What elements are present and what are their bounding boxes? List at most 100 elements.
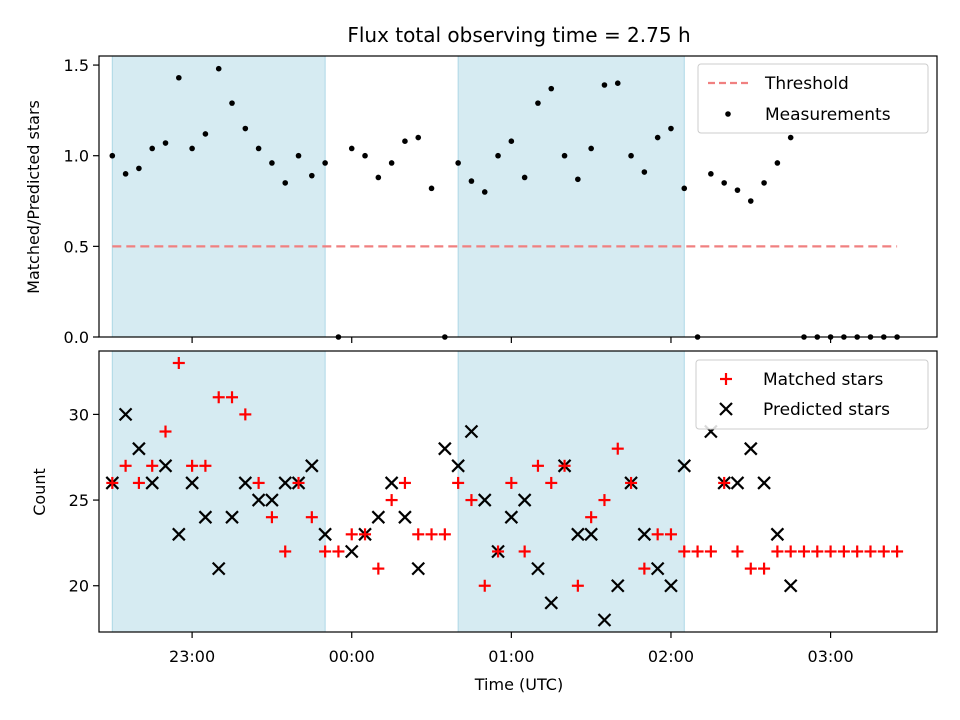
measurement-point	[242, 125, 249, 132]
predicted-star-point	[318, 527, 332, 542]
x-tick-label: 00:00	[329, 647, 375, 666]
predicted-marker-stroke	[783, 578, 798, 593]
measurement-point	[628, 152, 634, 159]
matched-star-point	[146, 459, 159, 472]
predicted-marker-stroke	[145, 476, 159, 490]
bottom-y-tick-label: 20	[69, 577, 89, 596]
predicted-star-point	[730, 476, 745, 490]
measurement-point	[362, 152, 368, 159]
matched-star-point	[319, 545, 332, 558]
predicted-star-point	[172, 527, 186, 542]
matched-star-point	[598, 494, 611, 507]
predicted-star-point	[677, 459, 692, 473]
predicted-marker-stroke	[198, 510, 213, 524]
predicted-star-point	[198, 510, 213, 524]
predicted-marker-stroke	[318, 527, 332, 542]
bottom-x-axis: 23:00 00:00 01:00 02:00 03:00	[169, 632, 854, 666]
measurement-point	[575, 176, 581, 183]
matched-star-point	[837, 545, 850, 558]
top-legend: Threshold Measurements	[697, 63, 929, 134]
predicted-star-point	[584, 527, 598, 542]
predicted-marker-stroke	[118, 407, 133, 422]
predicted-marker-stroke	[344, 544, 359, 559]
measurement-point	[641, 169, 648, 175]
matched-star-point	[372, 562, 385, 575]
predicted-marker-stroke	[132, 441, 146, 456]
measurement-point	[229, 100, 235, 106]
matched-star-point	[758, 562, 771, 575]
predicted-star-point	[757, 476, 771, 490]
matched-star-point	[359, 528, 372, 541]
measurement-point	[455, 160, 461, 166]
measurement-points	[109, 65, 900, 340]
measurement-point	[548, 85, 555, 92]
predicted-marker-stroke	[225, 510, 239, 524]
matched-star-point	[824, 545, 837, 558]
measurement-point	[468, 178, 475, 184]
shaded-interval-1	[457, 55, 685, 338]
predicted-star-point	[411, 561, 426, 576]
matched-star-point	[412, 528, 425, 541]
measurement-point	[668, 125, 674, 132]
legend-predicted-label: Predicted stars	[763, 400, 890, 420]
measurement-point	[508, 138, 515, 145]
matched-star-point	[106, 476, 119, 489]
matched-star-point	[119, 459, 132, 472]
legend-matched-swatch	[720, 373, 732, 385]
measurement-point	[162, 140, 169, 146]
predicted-star-point	[158, 459, 173, 473]
top-y-tick-label: 1.5	[64, 56, 89, 75]
predicted-marker-stroke	[584, 527, 598, 542]
matched-star-point	[704, 545, 717, 558]
matched-star-point	[545, 476, 558, 489]
predicted-marker-stroke	[265, 493, 279, 507]
matched-star-point	[891, 545, 904, 558]
predicted-star-point	[398, 510, 412, 524]
measurement-point	[721, 180, 727, 186]
predicted-marker-stroke	[158, 459, 173, 473]
bottom-plot-frame	[98, 350, 938, 633]
matched-star-point	[438, 528, 451, 541]
predicted-star-point	[438, 441, 452, 456]
measurement-point	[348, 145, 355, 152]
top-plot-frame	[98, 55, 938, 338]
top-panel: 0.0 0.5 1.0 1.5 Matched/Predicted stars Thr…	[24, 55, 938, 347]
measurement-point	[734, 187, 741, 193]
matched-star-point	[292, 476, 305, 489]
matched-star-point	[531, 459, 544, 472]
matched-star-point	[265, 511, 278, 524]
predicted-marker-stroke	[757, 476, 771, 490]
matched-star-point	[172, 356, 185, 369]
predicted-star-point	[265, 493, 279, 507]
predicted-star-point	[451, 459, 465, 473]
chart-title: Flux total observing time = 2.75 h	[347, 23, 690, 47]
measurement-point	[614, 80, 621, 86]
predicted-marker-stroke	[172, 527, 186, 542]
predicted-marker-stroke	[185, 476, 199, 490]
predicted-marker-stroke	[305, 459, 319, 473]
legend-measurements-swatch	[725, 111, 731, 117]
matched-star-point	[558, 459, 571, 472]
bottom-legend-box	[695, 359, 929, 430]
measurement-point	[654, 134, 661, 141]
matched-star-point	[159, 425, 172, 438]
predicted-marker-stroke	[251, 493, 266, 507]
predicted-marker-stroke	[211, 561, 226, 576]
top-y-axis-label: Matched/Predicted stars	[24, 100, 43, 294]
bottom-shaded-intervals	[111, 350, 685, 633]
top-y-tick-label: 0.0	[64, 328, 89, 347]
top-shaded-intervals	[111, 55, 685, 338]
predicted-star-point	[238, 476, 253, 490]
top-y-axis: 0.0 0.5 1.0 1.5	[64, 56, 99, 347]
predicted-marker-stroke	[371, 510, 386, 524]
matched-star-point	[691, 545, 704, 558]
predicted-star-point	[610, 578, 625, 593]
predicted-star-point	[783, 578, 798, 593]
measurement-point	[495, 152, 501, 159]
predicted-star-point	[504, 510, 519, 524]
shaded-interval-1	[457, 350, 685, 633]
measurement-point	[415, 134, 422, 141]
predicted-marker-stroke	[531, 561, 545, 576]
x-tick-label: 01:00	[488, 647, 534, 666]
top-legend-box	[697, 63, 929, 134]
